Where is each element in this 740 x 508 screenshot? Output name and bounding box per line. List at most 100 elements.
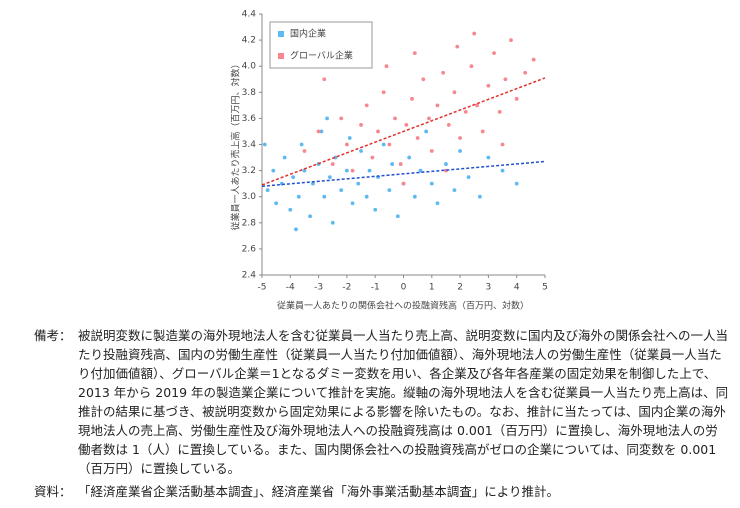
point [401,181,406,186]
legend-label: 国内企業 [290,28,326,40]
point [316,129,321,134]
point [429,149,434,153]
point [384,64,389,69]
point [478,194,482,199]
point [424,129,429,134]
point [486,83,491,88]
notes: 備考： 被説明変数に製造業の海外現地法人を含む従業員一人当たり売上高、説明変数に… [34,326,730,478]
point [308,214,313,219]
point [370,155,375,160]
point [452,90,457,95]
point [302,168,307,173]
source-text: 「経済産業省企業活動基本調査」、経済産業省「海外事業活動基本調査」により推計。 [78,484,560,499]
notes-label: 備考： [34,328,72,343]
legend-swatch [278,31,284,37]
y-tick-label: 3.8 [242,88,257,98]
point [390,162,395,166]
point [294,227,298,232]
point [412,194,417,199]
trend-line [261,77,546,186]
point [322,77,327,82]
point [463,109,468,114]
point [274,201,279,206]
point [381,142,386,147]
point [458,136,462,140]
y-axis-label: 従業員一人あたり売上高（百万円、対数） [230,59,242,230]
y-tick-label: 3.4 [242,140,257,150]
point [500,142,505,147]
point [322,194,327,199]
x-tick-label: 4 [514,283,520,293]
point [435,103,440,108]
x-tick-label: 3 [486,283,492,293]
point [492,51,496,56]
point [455,44,460,49]
point [359,149,363,153]
point [427,116,431,121]
y-tick-label: 3.6 [242,114,257,124]
point [407,155,412,160]
point [339,188,344,193]
y-tick-label: 2.8 [242,218,257,228]
notes-text: 被説明変数に製造業の海外現地法人を含む従業員一人当たり売上高、説明変数に国内及び… [78,328,729,476]
point [356,181,361,186]
legend-label: グローバル企業 [290,50,353,62]
point [410,96,414,101]
x-tick-label: -1 [371,283,380,293]
point [466,175,471,180]
x-tick-label: 5 [542,283,548,293]
point [262,142,267,147]
y-tick-label: 2.4 [242,271,257,281]
point [302,149,307,153]
point [472,31,477,36]
point [330,220,335,225]
point [339,116,344,121]
point [523,70,528,75]
point [531,57,536,62]
y-tick-label: 3.0 [242,192,257,202]
point [469,64,474,69]
point [412,51,417,56]
point [271,168,276,173]
point [404,123,409,127]
point [288,207,293,212]
point [350,201,355,206]
point [395,214,400,219]
x-tick-label: -5 [258,283,267,293]
legend-box [269,21,373,69]
y-tick-label: 4.0 [242,62,257,72]
point [296,194,301,199]
y-tick-label: 4.2 [242,36,256,46]
point [452,188,457,193]
x-tick-label: 0 [401,283,407,293]
point [364,194,369,199]
point [330,162,335,166]
point [446,123,451,127]
y-tick-label: 2.6 [242,244,257,254]
point [311,181,315,186]
x-tick-label: 1 [429,283,435,293]
point [514,96,519,101]
legend-swatch [278,53,284,59]
point [265,188,270,193]
x-axis-label: 従業員一人あたりの関係会社への投融資残高（百万円、対数） [277,300,529,312]
point [282,155,287,160]
source: 資料： 「経済産業省企業活動基本調査」、経済産業省「海外事業活動基本調査」により… [34,482,730,501]
point [345,168,349,173]
point [500,168,505,173]
point [441,70,446,75]
point [435,201,440,206]
point [415,136,420,140]
point [381,90,386,95]
y-tick-label: 3.2 [242,166,256,176]
point [333,155,338,160]
point [444,162,448,166]
x-tick-label: -2 [342,283,351,293]
point [421,77,426,82]
point [497,109,502,114]
point [291,175,296,180]
point [376,129,380,134]
source-label: 資料： [34,484,72,499]
